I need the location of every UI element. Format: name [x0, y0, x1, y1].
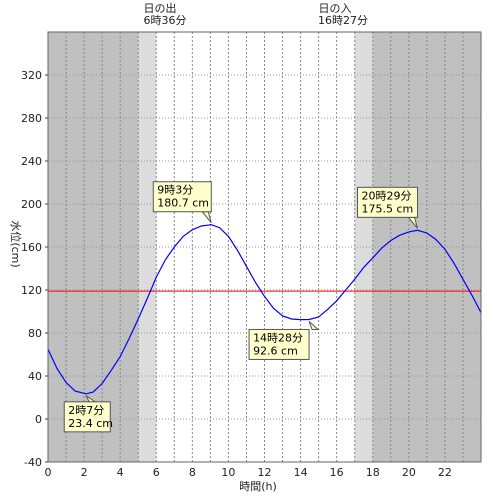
x-axis-title: 時間(h) [239, 480, 277, 493]
x-tick-label: 16 [330, 466, 344, 479]
y-tick-label: 160 [21, 241, 42, 254]
x-tick-label: 10 [221, 466, 235, 479]
annotation-value: 92.6 cm [253, 344, 298, 357]
annotation-box [152, 181, 212, 213]
y-tick-label: 0 [35, 413, 42, 426]
x-tick-label: 0 [45, 466, 52, 479]
sunrise-label: 日の出 [144, 1, 177, 15]
annotation-value: 23.4 cm [68, 417, 113, 430]
sunset-label: 日の入 [319, 2, 352, 15]
annotation-value: 180.7 cm [157, 197, 209, 210]
annotation-box [63, 401, 111, 433]
y-tick-label: 200 [21, 198, 42, 211]
x-tick-label: 12 [258, 466, 272, 479]
x-tick-label: 6 [153, 466, 160, 479]
x-tick-label: 2 [81, 466, 88, 479]
annotation-value: 175.5 cm [361, 202, 413, 215]
y-tick-label: 80 [28, 327, 42, 340]
annotation-time: 14時28分 [253, 331, 303, 344]
y-tick-label: 280 [21, 112, 42, 125]
y-tick-label: 40 [28, 370, 42, 383]
y-tick-label: 240 [21, 155, 42, 168]
y-tick-label: 320 [21, 69, 42, 82]
x-tick-label: 14 [294, 466, 308, 479]
y-axis-title: 水位(cm) [9, 220, 23, 267]
x-tick-label: 4 [117, 466, 124, 479]
x-tick-label: 18 [366, 466, 380, 479]
tide-curve [47, 224, 482, 395]
annotation-time: 20時29分 [361, 189, 411, 202]
x-tick-label: 20 [402, 466, 416, 479]
sunset-time: 16時27分 [318, 14, 368, 27]
y-tick-label: 120 [21, 284, 42, 297]
annotation-time: 2時7分 [68, 404, 104, 417]
y-tick-label: -40 [24, 456, 42, 469]
sunrise-time: 6時36分 [144, 14, 187, 27]
tide-curve-group [47, 224, 482, 395]
annotation-box [248, 328, 310, 360]
x-tick-label: 8 [189, 466, 196, 479]
annotation-time: 9時3分 [157, 184, 193, 197]
x-tick-label: 22 [438, 466, 452, 479]
annotation-box [356, 186, 418, 218]
annotation-pointer [308, 321, 320, 330]
